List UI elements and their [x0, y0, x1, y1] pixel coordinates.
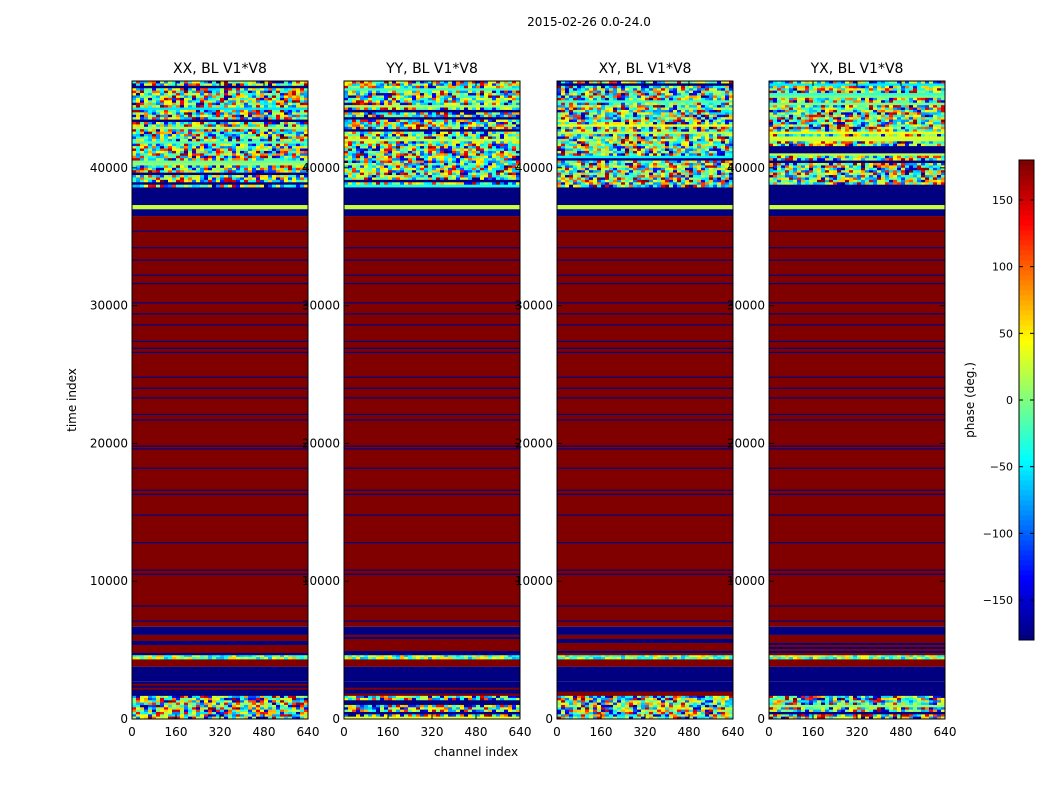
x-tick-label: 640	[297, 725, 320, 739]
x-tick-label: 320	[421, 725, 444, 739]
x-tick-label: 0	[765, 725, 773, 739]
x-tick-label: 480	[678, 725, 701, 739]
x-tick-label: 160	[377, 725, 400, 739]
colorbar-tick-label: 50	[999, 327, 1013, 340]
colorbar-tick-label: 0	[1006, 394, 1013, 407]
x-tick-label: 640	[934, 725, 957, 739]
figure-suptitle: 2015-02-26 0.0-24.0	[527, 15, 651, 29]
x-tick-label: 480	[465, 725, 488, 739]
colorbar-label: phase (deg.)	[963, 362, 977, 438]
heatmap-panels: XX, BL V1*V8 0 160 320 480 640 0 10000 20000 3000…	[90, 61, 957, 739]
colorbar-tick-label: 100	[992, 261, 1013, 274]
y-tick-label: 0	[757, 712, 765, 726]
y-tick-label: 30000	[302, 299, 340, 313]
y-tick-label: 10000	[727, 574, 765, 588]
y-tick-label: 0	[545, 712, 553, 726]
panel-title: YY, BL V1*V8	[385, 61, 478, 77]
y-tick-label: 30000	[90, 299, 128, 313]
panel-3: YX, BL V1*V8 0 160 320 480 640 0 10000 20000 3000…	[727, 61, 957, 739]
y-tick-label: 30000	[515, 299, 553, 313]
y-tick-label: 10000	[515, 574, 553, 588]
x-tick-label: 320	[209, 725, 232, 739]
colorbar-tick-label: −100	[983, 527, 1013, 540]
panel-title: XX, BL V1*V8	[173, 61, 267, 77]
x-tick-label: 0	[128, 725, 136, 739]
y-tick-label: 0	[120, 712, 128, 726]
colorbar-tick-label: −150	[983, 594, 1013, 607]
x-tick-label: 640	[722, 725, 745, 739]
x-tick-label: 160	[802, 725, 825, 739]
y-tick-label: 10000	[90, 574, 128, 588]
x-tick-label: 0	[553, 725, 561, 739]
x-tick-label: 0	[340, 725, 348, 739]
y-tick-label: 40000	[727, 161, 765, 175]
colorbar-tick-label: 150	[992, 194, 1013, 207]
panel-1: YY, BL V1*V8 0 160 320 480 640 0 10000 20000 3000…	[302, 61, 532, 739]
y-tick-label: 0	[332, 712, 340, 726]
y-tick-label: 20000	[302, 436, 340, 450]
y-tick-label: 40000	[515, 161, 553, 175]
x-tick-label: 320	[846, 725, 869, 739]
y-tick-label: 20000	[515, 436, 553, 450]
panel-title: XY, BL V1*V8	[599, 61, 692, 77]
x-axis-label: channel index	[434, 745, 518, 759]
y-axis-label: time index	[65, 368, 79, 432]
x-tick-label: 640	[509, 725, 532, 739]
panel-title: YX, BL V1*V8	[810, 61, 904, 77]
x-tick-label: 160	[165, 725, 188, 739]
heatmap-image	[344, 81, 521, 720]
x-tick-label: 480	[253, 725, 276, 739]
x-tick-label: 160	[590, 725, 613, 739]
y-tick-label: 30000	[727, 299, 765, 313]
heatmap-image	[557, 81, 734, 720]
panel-0: XX, BL V1*V8 0 160 320 480 640 0 10000 20000 3000…	[90, 61, 320, 739]
heatmap-image	[132, 81, 309, 720]
x-tick-label: 320	[634, 725, 657, 739]
colorbar: −150 −100 −50 0 50 100 150	[983, 159, 1035, 641]
y-tick-label: 20000	[90, 436, 128, 450]
y-tick-label: 20000	[727, 436, 765, 450]
heatmap-image	[769, 81, 946, 720]
y-tick-label: 10000	[302, 574, 340, 588]
panel-2: XY, BL V1*V8 0 160 320 480 640 0 10000 20000 3000…	[515, 61, 745, 739]
x-tick-label: 480	[890, 725, 913, 739]
y-tick-label: 40000	[90, 161, 128, 175]
colorbar-tick-label: −50	[990, 461, 1013, 474]
y-tick-label: 40000	[302, 161, 340, 175]
